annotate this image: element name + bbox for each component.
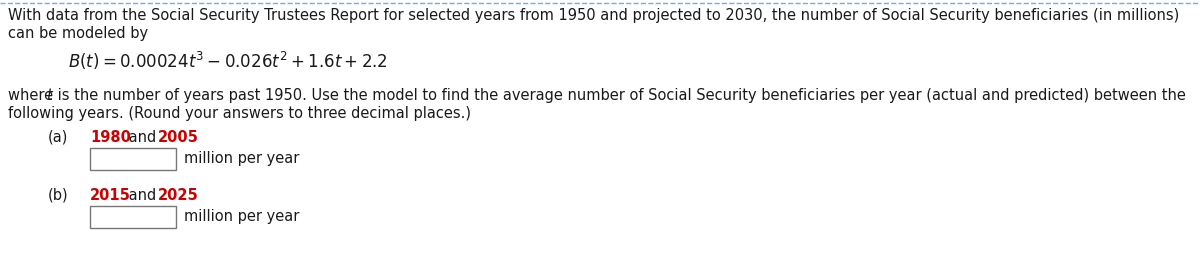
Text: million per year: million per year	[184, 151, 299, 166]
Bar	[90, 206, 176, 228]
Bar	[90, 148, 176, 170]
Text: is the number of years past 1950. Use the model to find the average number of So: is the number of years past 1950. Use th…	[53, 88, 1186, 103]
Text: 2005: 2005	[158, 130, 199, 145]
Text: (a): (a)	[48, 130, 68, 145]
Text: 2015: 2015	[90, 188, 131, 203]
Text: $B(t) = 0.00024t^3 - 0.026t^2 + 1.6t + 2.2$: $B(t) = 0.00024t^3 - 0.026t^2 + 1.6t + 2…	[68, 50, 388, 72]
Text: where: where	[8, 88, 58, 103]
Text: 2025: 2025	[158, 188, 199, 203]
Text: t: t	[46, 88, 52, 103]
Text: With data from the Social Security Trustees Report for selected years from 1950 : With data from the Social Security Trust…	[8, 8, 1180, 23]
Text: following years. (Round your answers to three decimal places.): following years. (Round your answers to …	[8, 106, 470, 121]
Text: and: and	[124, 130, 161, 145]
Text: (b): (b)	[48, 188, 68, 203]
Text: and: and	[124, 188, 161, 203]
Text: million per year: million per year	[184, 209, 299, 224]
Text: 1980: 1980	[90, 130, 131, 145]
Text: can be modeled by: can be modeled by	[8, 26, 148, 41]
